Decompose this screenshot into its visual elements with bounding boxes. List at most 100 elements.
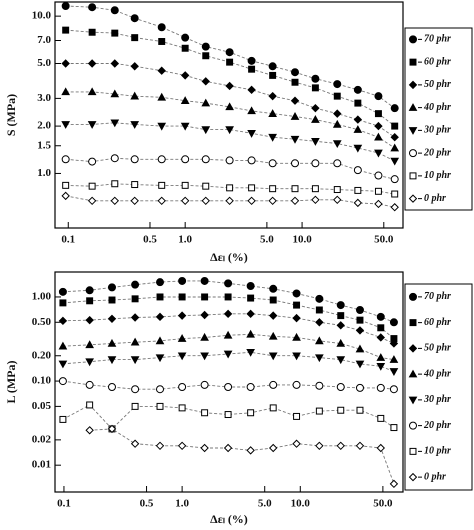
marker bbox=[356, 316, 364, 324]
marker bbox=[85, 380, 94, 389]
marker bbox=[223, 350, 233, 359]
marker bbox=[293, 301, 301, 309]
marker bbox=[268, 443, 278, 453]
legend-label: 60 phr bbox=[424, 56, 451, 67]
marker bbox=[376, 333, 385, 342]
legend-label: 10 phr bbox=[424, 170, 451, 181]
marker bbox=[110, 119, 120, 128]
marker bbox=[389, 355, 399, 363]
marker bbox=[88, 157, 97, 166]
marker bbox=[291, 78, 299, 86]
marker bbox=[225, 126, 234, 135]
marker bbox=[181, 44, 189, 52]
marker bbox=[180, 122, 190, 131]
marker bbox=[225, 102, 234, 111]
marker bbox=[332, 140, 342, 149]
marker bbox=[374, 149, 383, 158]
y-tick-label: 1.0 bbox=[37, 167, 51, 179]
marker bbox=[377, 324, 385, 332]
marker bbox=[155, 354, 165, 363]
legend-box bbox=[404, 27, 473, 211]
marker bbox=[86, 401, 94, 409]
marker bbox=[336, 321, 345, 330]
marker bbox=[408, 369, 418, 378]
marker bbox=[131, 402, 139, 410]
marker bbox=[177, 334, 187, 342]
marker bbox=[107, 424, 117, 434]
marker bbox=[87, 87, 97, 96]
marker bbox=[292, 289, 301, 298]
marker bbox=[61, 87, 71, 96]
marker bbox=[200, 332, 209, 341]
marker bbox=[333, 195, 342, 205]
marker bbox=[332, 119, 342, 128]
marker bbox=[333, 159, 342, 168]
marker bbox=[62, 26, 70, 34]
y-tick-label: 10.0 bbox=[32, 10, 52, 22]
marker bbox=[311, 84, 319, 92]
marker bbox=[311, 159, 320, 168]
marker bbox=[291, 185, 299, 193]
series-line bbox=[62, 333, 394, 361]
marker bbox=[356, 406, 364, 414]
marker bbox=[374, 187, 382, 195]
x-axis-label: Δεₗ (%) bbox=[210, 512, 248, 526]
x-tick-label: 50.0 bbox=[374, 234, 394, 246]
marker bbox=[157, 196, 166, 206]
marker bbox=[200, 310, 209, 320]
marker bbox=[85, 358, 94, 367]
marker bbox=[311, 138, 320, 146]
series-line bbox=[62, 404, 395, 430]
legend-label: 0 phr bbox=[424, 193, 446, 204]
marker bbox=[181, 155, 190, 164]
marker bbox=[157, 92, 167, 101]
marker bbox=[408, 127, 418, 135]
marker bbox=[408, 472, 418, 482]
marker bbox=[269, 296, 277, 304]
legend-label: 70 phr bbox=[424, 291, 451, 302]
marker bbox=[130, 439, 140, 448]
y-tick-label: 1.5 bbox=[37, 139, 51, 151]
marker bbox=[374, 132, 383, 141]
marker bbox=[87, 59, 97, 68]
marker bbox=[315, 336, 324, 345]
legend-label: 0 phr bbox=[424, 471, 446, 482]
marker bbox=[157, 66, 166, 75]
y-tick-label: 1.00 bbox=[32, 290, 52, 302]
marker bbox=[131, 280, 140, 289]
marker bbox=[181, 33, 190, 42]
series-line bbox=[65, 183, 395, 195]
marker bbox=[374, 171, 383, 180]
marker bbox=[131, 385, 140, 394]
series-line bbox=[62, 280, 395, 323]
marker bbox=[390, 104, 399, 113]
legend-label: 40 phr bbox=[423, 368, 451, 379]
marker bbox=[376, 312, 385, 321]
series-line bbox=[62, 313, 395, 344]
series-line bbox=[65, 157, 395, 180]
marker bbox=[247, 106, 256, 115]
marker bbox=[390, 143, 400, 152]
marker bbox=[408, 194, 418, 203]
marker bbox=[268, 196, 277, 206]
x-tick-label: 1.0 bbox=[178, 234, 192, 246]
legend-label: 10 phr bbox=[424, 446, 451, 457]
y-tick-label: 2.0 bbox=[37, 120, 51, 132]
marker bbox=[408, 344, 418, 353]
legend-label: 20 phr bbox=[423, 420, 451, 431]
marker bbox=[377, 414, 385, 422]
marker bbox=[247, 196, 256, 206]
marker bbox=[247, 409, 255, 417]
marker bbox=[223, 330, 233, 339]
marker bbox=[292, 352, 301, 361]
marker bbox=[315, 354, 324, 363]
plot-frame bbox=[54, 1, 404, 229]
marker bbox=[157, 155, 166, 164]
marker bbox=[290, 135, 300, 144]
marker bbox=[224, 279, 233, 288]
marker bbox=[200, 443, 209, 453]
marker bbox=[88, 182, 96, 190]
marker bbox=[409, 319, 417, 327]
marker bbox=[130, 356, 140, 365]
